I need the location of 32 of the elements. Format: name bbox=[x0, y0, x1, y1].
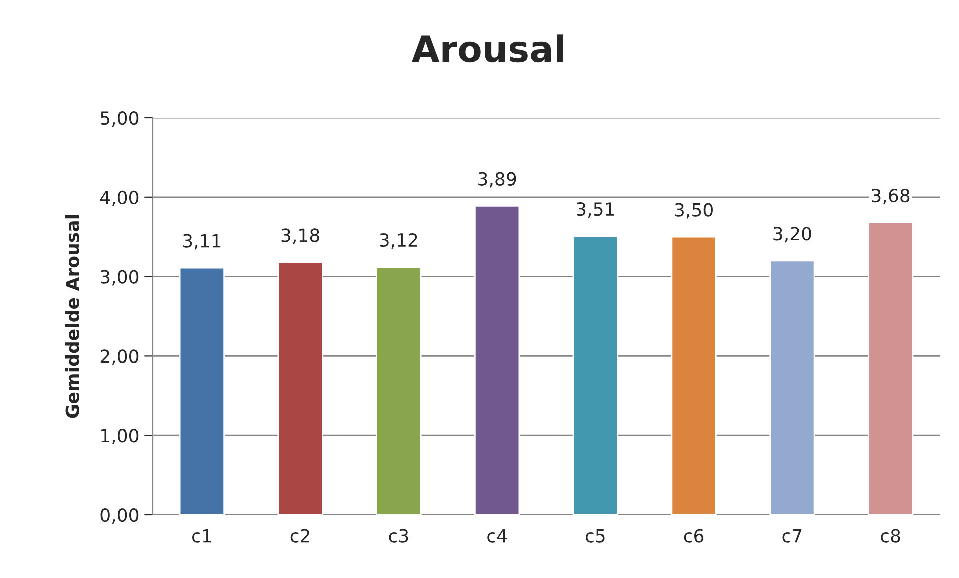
y-tick-label: 2,00 bbox=[100, 350, 139, 366]
data-label: 3,20 bbox=[774, 227, 812, 243]
bar bbox=[868, 222, 914, 515]
x-tick-label: c7 bbox=[782, 529, 802, 543]
x-tick-label: c4 bbox=[488, 529, 508, 543]
data-label: 3,68 bbox=[872, 188, 910, 204]
bar bbox=[572, 236, 619, 515]
data-label: 3,11 bbox=[183, 234, 221, 250]
bar bbox=[179, 267, 226, 515]
y-axis-title: Gemiddelde Arousal bbox=[65, 215, 80, 418]
x-tick-label: c6 bbox=[684, 529, 704, 543]
bar bbox=[474, 205, 520, 515]
bar bbox=[671, 236, 717, 515]
y-tick-label: 0,00 bbox=[100, 508, 139, 524]
data-label: 3,18 bbox=[282, 228, 320, 244]
y-tick-label: 1,00 bbox=[102, 429, 139, 445]
data-label: 3,12 bbox=[380, 233, 418, 249]
chart-title: Arousal bbox=[412, 34, 564, 63]
data-label: 3,50 bbox=[675, 203, 713, 219]
x-tick-label: c3 bbox=[389, 529, 408, 543]
x-tick-label: c2 bbox=[290, 529, 310, 543]
bar bbox=[278, 262, 324, 515]
data-label: 3,89 bbox=[478, 172, 516, 188]
y-tick-label: 4,00 bbox=[100, 190, 139, 206]
x-tick-label: c1 bbox=[192, 529, 212, 543]
bar bbox=[376, 266, 422, 515]
bar bbox=[770, 260, 816, 515]
y-tick-label: 5,00 bbox=[100, 111, 139, 127]
x-tick-label: c5 bbox=[586, 529, 605, 543]
x-tick-label: c8 bbox=[881, 529, 900, 543]
y-tick-label: 3,00 bbox=[100, 270, 139, 286]
data-label: 3,51 bbox=[576, 202, 614, 218]
